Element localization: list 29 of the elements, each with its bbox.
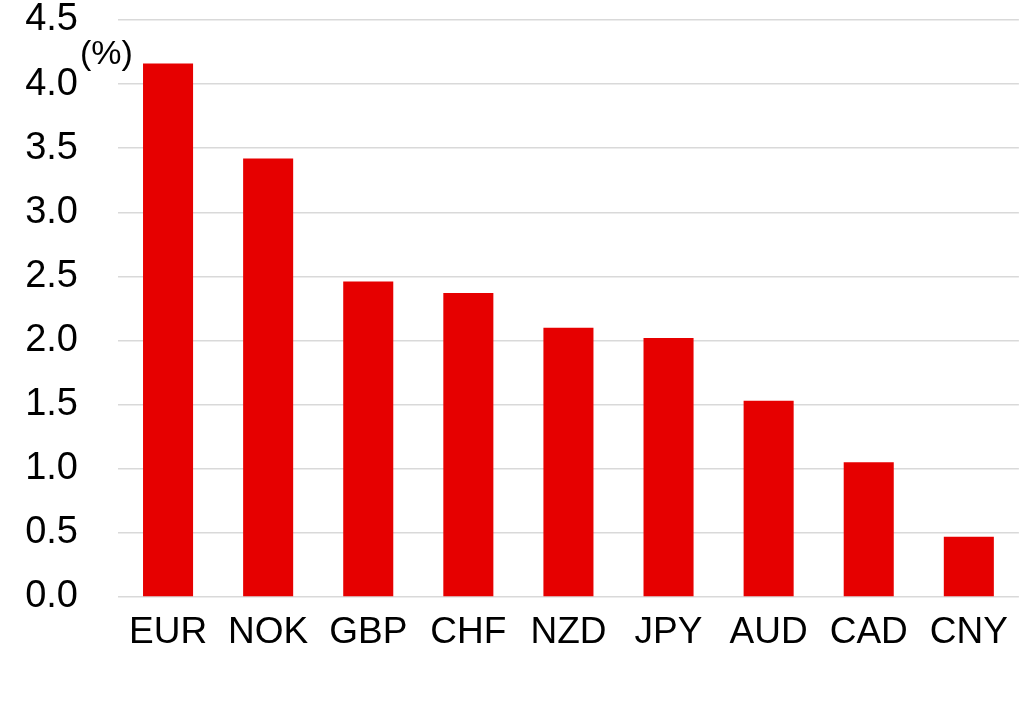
bar — [143, 63, 194, 597]
y-tick-label: 2.5 — [25, 252, 78, 295]
y-tick-label: 0.0 — [25, 573, 78, 616]
y-tick-label: 1.0 — [25, 445, 78, 488]
x-tick-label: JPY — [634, 610, 703, 652]
bar — [743, 400, 794, 597]
bar — [243, 158, 294, 597]
x-tick-label: CHF — [430, 610, 507, 652]
y-tick-label: 1.5 — [25, 381, 78, 424]
y-tick-label: 3.5 — [25, 124, 78, 167]
y-tick-label: 2.0 — [25, 317, 78, 360]
y-tick-label: 3.0 — [25, 188, 78, 231]
y-axis-title: (%) — [80, 33, 133, 72]
x-tick-label: NZD — [530, 610, 607, 652]
bar — [943, 536, 994, 597]
y-tick-label: 4.0 — [25, 60, 78, 103]
y-tick-label: 4.5 — [25, 0, 78, 39]
bar — [843, 462, 894, 597]
x-tick-label: EUR — [128, 610, 208, 652]
x-tick-label: GBP — [329, 610, 408, 652]
bar — [343, 281, 394, 597]
x-tick-label: NOK — [228, 610, 309, 652]
bar — [543, 327, 594, 597]
x-tick-label: CAD — [829, 610, 908, 652]
bar — [643, 337, 694, 597]
bar — [443, 293, 494, 597]
x-tick-label: CNY — [929, 610, 1008, 652]
x-tick-label: AUD — [729, 610, 808, 652]
y-tick-label: 0.5 — [25, 509, 78, 552]
